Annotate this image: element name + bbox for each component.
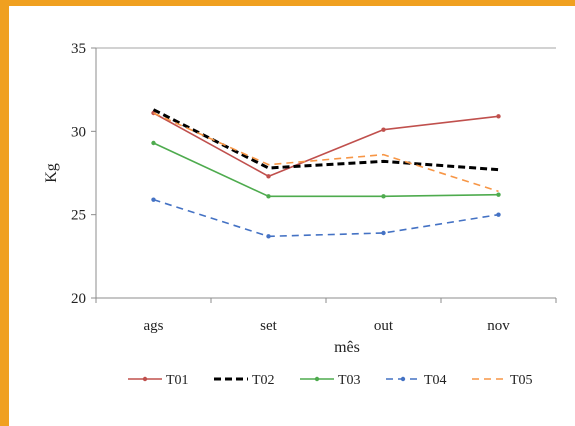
y-axis-title: Kg <box>43 163 60 183</box>
x-axis-title: mês <box>334 339 360 356</box>
data-point-t04 <box>381 230 386 236</box>
data-point-t03 <box>151 140 156 146</box>
series-line-t04 <box>153 198 499 238</box>
legend-item-t01: T01 <box>128 373 189 388</box>
data-point-t01 <box>266 174 271 179</box>
series-line-t03 <box>153 142 499 198</box>
legend-item-t03: T03 <box>300 373 361 388</box>
legend-marker <box>314 376 320 382</box>
label-layer: Kg mês <box>43 163 360 356</box>
y-tick-label: 20 <box>71 291 86 307</box>
axis-layer: 20 25 30 35 ags set out nov <box>71 41 557 334</box>
legend-label: T02 <box>252 373 275 388</box>
x-tick-label: set <box>260 318 277 334</box>
x-tick-label: out <box>374 318 394 334</box>
data-point-t04 <box>496 212 501 217</box>
legend-label: T05 <box>510 373 533 388</box>
x-tick-label: ags <box>144 318 164 334</box>
series-line-t01 <box>153 112 499 178</box>
legend: T01 T02 T03 T04 T05 <box>128 373 533 388</box>
series-line-t05 <box>153 112 499 193</box>
y-tick-label: 30 <box>71 124 86 140</box>
series-layer <box>151 108 501 239</box>
data-point-t01 <box>496 114 501 119</box>
data-point-t04 <box>266 234 271 239</box>
legend-marker <box>142 376 148 382</box>
data-point-t04 <box>151 197 156 202</box>
legend-label: T01 <box>166 373 189 388</box>
data-point-t03 <box>266 194 271 199</box>
legend-label: T03 <box>338 373 361 388</box>
data-point-t03 <box>496 192 501 197</box>
legend-label: T04 <box>424 373 447 388</box>
series-line-t02 <box>152 108 499 172</box>
legend-item-t02: T02 <box>214 373 275 388</box>
x-tick-label: nov <box>487 318 510 334</box>
legend-item-t05: T05 <box>472 373 533 388</box>
y-tick-label: 25 <box>71 208 86 224</box>
data-point-t01 <box>381 127 386 132</box>
y-tick-label: 35 <box>71 41 86 57</box>
legend-marker <box>400 376 406 382</box>
legend-item-t04: T04 <box>386 373 447 388</box>
data-point-t03 <box>381 194 386 199</box>
